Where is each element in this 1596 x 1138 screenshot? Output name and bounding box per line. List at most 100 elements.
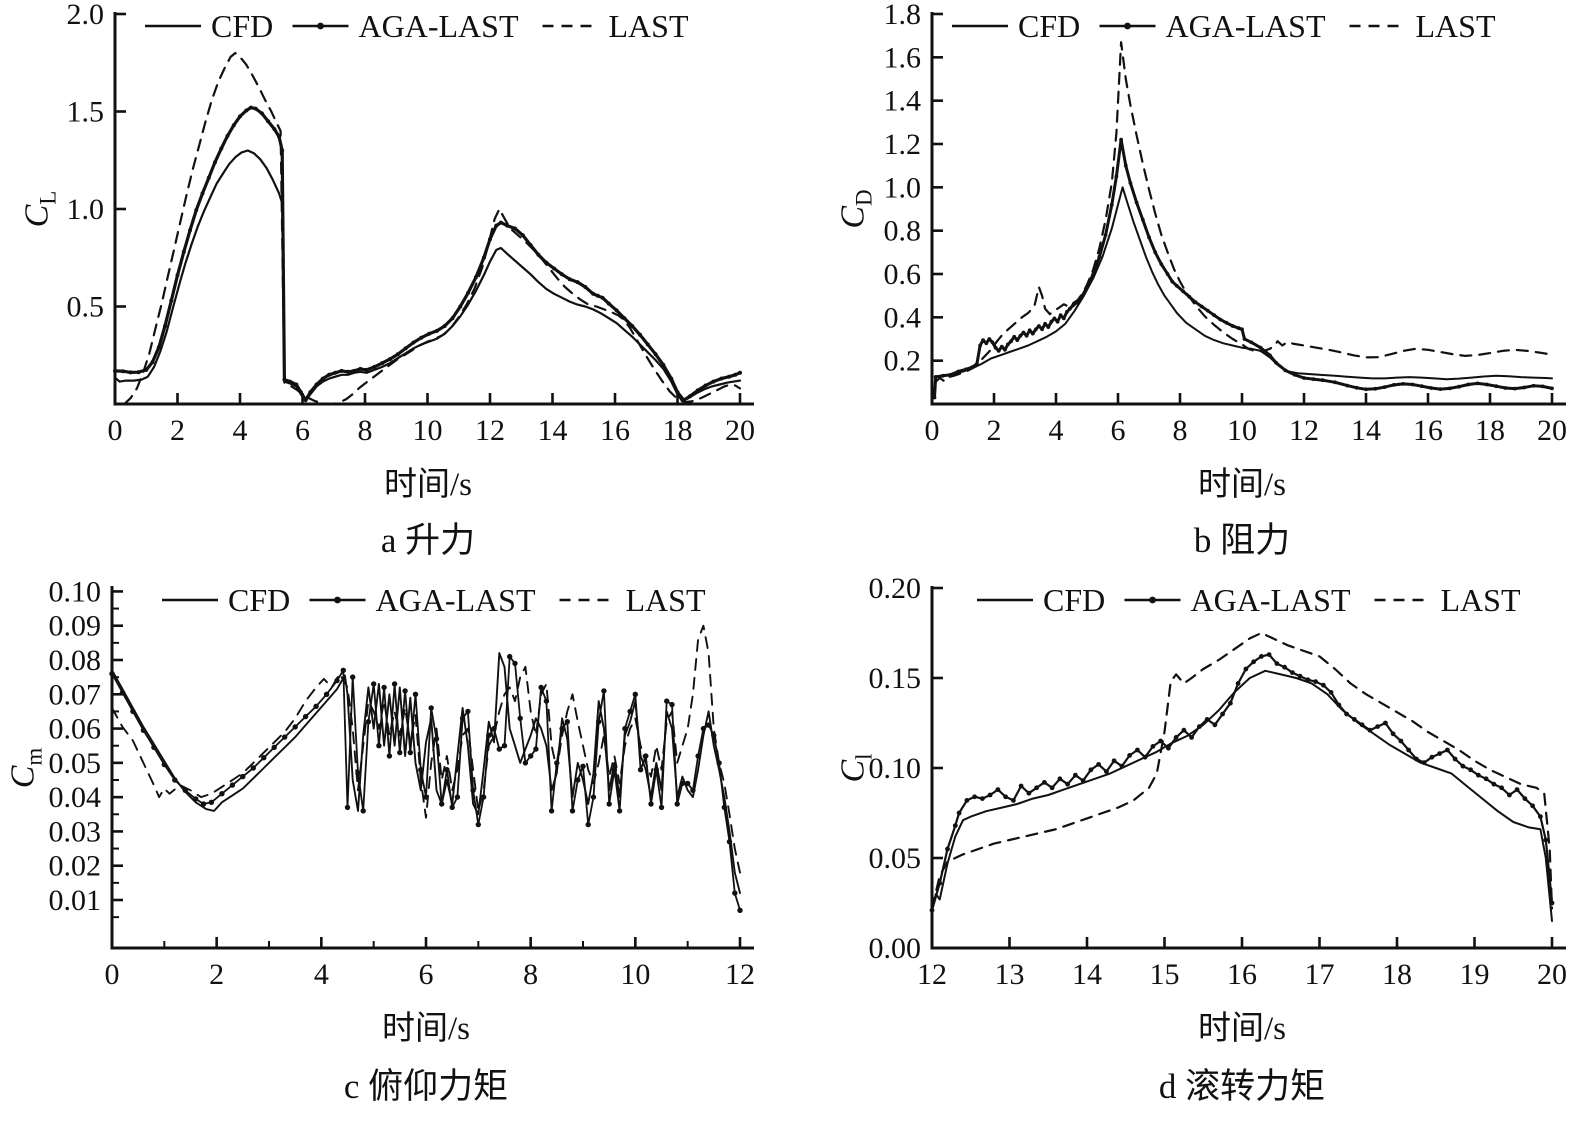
panel-caption-lift: a 升力 <box>380 521 476 560</box>
x-tick-label: 8 <box>523 958 538 991</box>
y-tick-label: 0.07 <box>49 678 102 711</box>
x-axis-label-lift: 时间/s <box>383 467 473 503</box>
axis-ticks: 0 2 4 6 8 10 120.010.020.030.040.050.060.070.0… <box>49 575 756 991</box>
x-tick-label: 20 <box>1537 414 1567 447</box>
x-tick-label: 18 <box>1475 414 1505 447</box>
x-tick-label: 18 <box>1382 958 1412 991</box>
y-tick-label: 0.6 <box>884 258 922 291</box>
series-AGA-LAST <box>932 137 1554 400</box>
y-tick-label: 0.03 <box>49 815 102 848</box>
series-LAST <box>930 631 1554 910</box>
x-tick-label: 10 <box>620 958 650 991</box>
legend: CFD AGA-LAST LAST <box>952 8 1496 44</box>
x-tick-label: 14 <box>538 414 568 447</box>
x-tick-label: 20 <box>725 414 755 447</box>
x-tick-label: 15 <box>1150 958 1180 991</box>
y-tick-label: 0.8 <box>884 215 922 248</box>
y-tick-label: 0.06 <box>49 713 102 746</box>
x-tick-label: 17 <box>1305 958 1335 991</box>
y-tick-label: 0.08 <box>49 644 102 677</box>
x-axis-label-roll-moment: 时间/s <box>1197 1011 1287 1047</box>
legend-label: CFD <box>1018 8 1080 44</box>
y-tick-label: 1.0 <box>67 193 105 226</box>
x-tick-label: 8 <box>358 414 373 447</box>
x-tick-label: 19 <box>1460 958 1490 991</box>
y-tick-label: 0.4 <box>884 301 922 334</box>
x-tick-label: 8 <box>1173 414 1188 447</box>
y-tick-label: 0.2 <box>884 345 922 378</box>
y-axis-label-lift: CL <box>18 190 61 228</box>
x-tick-label: 12 <box>725 958 755 991</box>
y-tick-label: 1.0 <box>884 171 922 204</box>
x-axis-label-pitch-moment: 时间/s <box>381 1011 471 1047</box>
axes <box>113 12 754 406</box>
y-tick-label: 0.09 <box>49 610 102 643</box>
x-tick-label: 2 <box>170 414 185 447</box>
legend: CFD AGA-LAST LAST <box>977 582 1521 618</box>
y-tick-label: 0.00 <box>869 932 922 965</box>
y-axis-label-roll-moment: Cl <box>834 753 877 783</box>
y-tick-label: 0.10 <box>869 752 922 785</box>
x-tick-label: 12 <box>1289 414 1319 447</box>
x-tick-label: 14 <box>1351 414 1381 447</box>
x-tick-label: 0 <box>108 414 123 447</box>
x-tick-label: 10 <box>413 414 443 447</box>
series-LAST <box>934 41 1554 384</box>
chart-panel-drag: 0 2 4 6 8 10 12 14 16 18 20 0.2 0.4 0.6 0.8 1.0 1.2 1.4 1.… <box>798 0 1596 569</box>
x-tick-label: 14 <box>1072 958 1102 991</box>
series-CFD <box>111 652 741 895</box>
x-tick-label: 4 <box>233 414 248 447</box>
legend: CFD AGA-LAST LAST <box>145 8 689 44</box>
legend-label: CFD <box>211 8 273 44</box>
x-tick-label: 12 <box>475 414 505 447</box>
chart-canvas-lift: 0 2 4 6 8 10 12 14 16 18 20 0.5 1.0 1.5 2.0 CFD AGA-LAST… <box>67 0 756 447</box>
legend-label: AGA-LAST <box>359 8 519 44</box>
axis-ticks: 0 2 4 6 8 10 12 14 16 18 20 0.5 1.0 1.5 2.0 <box>67 0 756 447</box>
axis-ticks: 12 13 14 15 16 17 18 19 20 0.00 0.05 0.10 0.15 0.20 <box>869 572 1568 991</box>
x-tick-label: 10 <box>1227 414 1257 447</box>
x-tick-label: 4 <box>1049 414 1064 447</box>
legend: CFD AGA-LAST LAST <box>162 582 706 618</box>
x-tick-label: 2 <box>209 958 224 991</box>
y-tick-label: 0.20 <box>869 572 922 605</box>
x-tick-label: 20 <box>1537 958 1567 991</box>
x-tick-label: 6 <box>419 958 434 991</box>
panel-caption-pitch-moment: c 俯仰力矩 <box>343 1067 509 1106</box>
series-LAST <box>123 51 742 406</box>
axes <box>930 586 1566 950</box>
legend-label: AGA-LAST <box>376 582 536 618</box>
y-tick-label: 0.02 <box>49 850 102 883</box>
y-tick-label: 0.04 <box>49 781 102 814</box>
legend-label: LAST <box>626 582 706 618</box>
chart-canvas-drag: 0 2 4 6 8 10 12 14 16 18 20 0.2 0.4 0.6 0.8 1.0 1.2 1.4 1.… <box>884 0 1568 447</box>
x-tick-label: 16 <box>600 414 630 447</box>
y-tick-label: 0.05 <box>49 747 102 780</box>
chart-canvas-pitch-moment: 0 2 4 6 8 10 120.010.020.030.040.050.060.070.0… <box>49 575 756 991</box>
chart-canvas-roll-moment: 12 13 14 15 16 17 18 19 20 0.00 0.05 0.10 0.15 0.20 CF… <box>869 572 1568 991</box>
x-axis-label-drag: 时间/s <box>1197 467 1287 503</box>
y-tick-label: 0.15 <box>869 662 922 695</box>
legend-label: AGA-LAST <box>1166 8 1326 44</box>
legend-label: LAST <box>1416 8 1496 44</box>
y-tick-label: 1.6 <box>884 41 922 74</box>
x-tick-label: 18 <box>663 414 693 447</box>
panel-caption-drag: b 阻力 <box>1193 521 1291 560</box>
y-tick-label: 1.2 <box>884 128 922 161</box>
y-tick-label: 1.5 <box>67 96 105 129</box>
x-tick-label: 0 <box>105 958 120 991</box>
y-tick-label: 0.01 <box>49 884 102 917</box>
series-CFD <box>113 149 742 403</box>
series-AGA-LAST <box>113 105 742 403</box>
x-tick-label: 12 <box>917 958 947 991</box>
series-CFD <box>934 186 1553 381</box>
chart-panel-roll-moment: 12 13 14 15 16 17 18 19 20 0.00 0.05 0.10 0.15 0.20 CF… <box>798 569 1596 1138</box>
y-tick-label: 1.4 <box>884 85 922 118</box>
series-AGA-LAST <box>929 652 1555 913</box>
y-axis-label-pitch-moment: Cm <box>4 747 47 789</box>
y-tick-label: 2.0 <box>67 0 105 31</box>
x-tick-label: 2 <box>987 414 1002 447</box>
legend-label: LAST <box>609 8 689 44</box>
x-tick-label: 4 <box>314 958 329 991</box>
y-tick-label: 1.8 <box>884 0 922 31</box>
